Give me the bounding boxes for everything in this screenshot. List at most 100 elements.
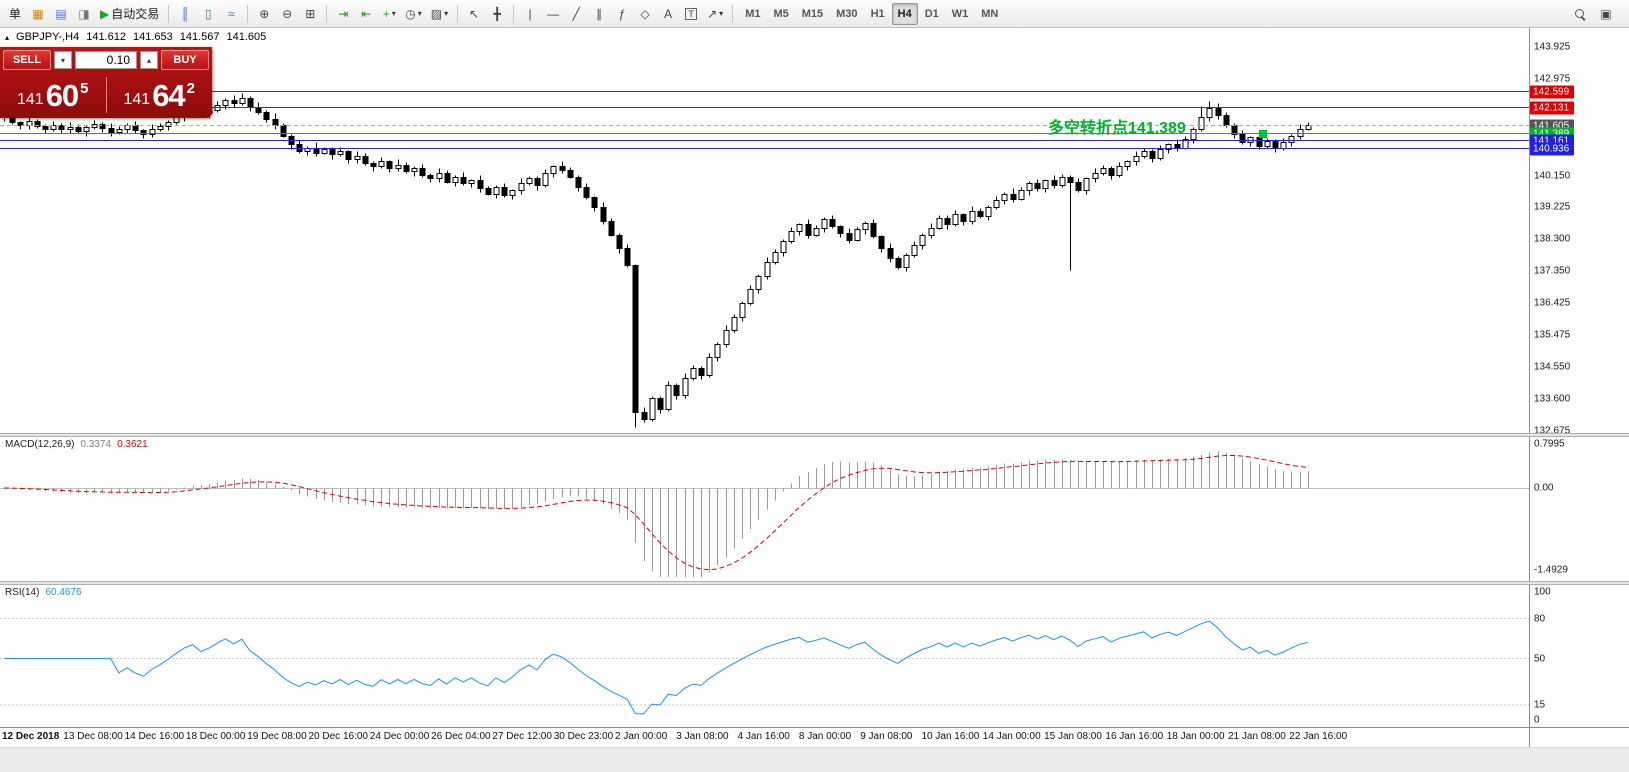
timeframe-m5-button[interactable]: M5: [773, 7, 789, 20]
time-tick: 2 Jan 00:00: [615, 731, 668, 742]
price-tick: 137.350: [1534, 265, 1571, 276]
new-chart-button[interactable]: ▦: [27, 3, 49, 25]
zoom-out-icon: ⊖: [282, 6, 293, 21]
new-window-button[interactable]: ▣: [1595, 3, 1617, 25]
symbol-header: ▴ GBPJPY-,H4 141.612 141.653 141.567 141…: [5, 31, 266, 43]
time-tick: 13 Dec 08:00: [63, 731, 123, 742]
timeframe-h1-button[interactable]: H1: [870, 7, 885, 20]
time-axis[interactable]: 12 Dec 2018 13 Dec 08:00 14 Dec 16:00 18 De…: [0, 728, 1529, 747]
time-tick: 14 Dec 16:00: [124, 731, 185, 742]
macd-chart[interactable]: [0, 437, 1529, 581]
fibonacci-button[interactable]: ƒ: [611, 3, 633, 25]
time-tick: 22 Jan 16:00: [1289, 731, 1348, 742]
rsi-scale-tick: 100: [1534, 586, 1551, 598]
indicators-button[interactable]: + ▾: [378, 3, 400, 25]
lot-dropdown-button[interactable]: ▾: [54, 51, 72, 69]
ask-price-main: 141: [123, 90, 151, 108]
rsi-scale-tick: 15: [1534, 699, 1546, 711]
lot-increase-button[interactable]: ▴: [140, 51, 158, 69]
pivot-annotation[interactable]: 多空转折点141.389: [1048, 119, 1186, 137]
trade-panel-divider: [105, 77, 107, 113]
terminal-button[interactable]: ◨: [73, 3, 95, 25]
periods-icon: ◷: [405, 6, 416, 21]
toolbar-separator: [247, 4, 249, 23]
bar-close-value: 141.605: [226, 31, 267, 43]
text-label-icon: T: [685, 7, 697, 20]
trade-panel-controls: SELL ▾ 0.10 ▴ BUY: [0, 47, 212, 72]
dropdown-caret-icon: ▾: [417, 9, 422, 18]
toolbar-separator: [732, 4, 734, 23]
buy-price-button[interactable]: 141 64 2: [107, 72, 213, 118]
arrows-button[interactable]: ↗ ▾: [703, 3, 727, 25]
templates-button[interactable]: ▨ ▾: [427, 3, 452, 25]
timeframe-m15-button[interactable]: M15: [801, 7, 824, 20]
price-tick: 134.550: [1534, 361, 1571, 372]
bid-price-main: 141: [16, 90, 44, 108]
time-tick: 18 Dec 00:00: [185, 731, 246, 742]
candlestick-chart-button[interactable]: ▯: [197, 3, 219, 25]
main-chart-panel[interactable]: ▴ GBPJPY-,H4 141.612 141.653 141.567 141…: [0, 28, 1529, 433]
price-tick: 132.675: [1534, 425, 1571, 433]
timeframe-mn-button[interactable]: MN: [981, 7, 999, 20]
timeframe-w1-button[interactable]: W1: [951, 7, 969, 20]
toolbar-separator: [168, 4, 170, 23]
macd-scale[interactable]: 0.7995 0.00 -1.4929: [1529, 437, 1629, 581]
vertical-line-button[interactable]: |: [519, 3, 541, 25]
periods-button[interactable]: ◷ ▾: [401, 3, 426, 25]
candlestick-chart[interactable]: [0, 28, 1529, 433]
time-tick: 26 Dec 04:00: [431, 731, 491, 742]
chart-shift-button[interactable]: ⇤: [355, 3, 377, 25]
line-chart-icon: ≈: [227, 6, 235, 21]
time-tick: 15 Jan 08:00: [1044, 731, 1102, 742]
dropdown-caret-icon: ▾: [444, 9, 449, 18]
time-tick: 14 Jan 00:00: [982, 731, 1041, 742]
new-order-button[interactable]: 单: [4, 3, 26, 25]
sell-price-button[interactable]: 141 60 5: [0, 72, 106, 118]
time-tick: 18 Jan 00:00: [1166, 731, 1225, 742]
profiles-button[interactable]: ▤: [50, 3, 72, 25]
rsi-splitter[interactable]: [0, 581, 1629, 585]
macd-label: MACD(12,26,9): [5, 439, 75, 450]
text-label-button[interactable]: T: [680, 3, 702, 25]
shapes-button[interactable]: ◇: [634, 3, 656, 25]
auto-trading-button[interactable]: ▶ 自动交易: [96, 3, 163, 25]
tile-windows-button[interactable]: ⊞: [299, 3, 321, 25]
symbol-search-button[interactable]: [1569, 3, 1591, 25]
horizontal-line-button[interactable]: —: [542, 3, 564, 25]
cursor-button[interactable]: ↖: [463, 3, 485, 25]
lot-size-input[interactable]: 0.10: [75, 51, 137, 69]
order-marker[interactable]: [1259, 129, 1267, 138]
zoom-in-button[interactable]: ⊕: [253, 3, 275, 25]
one-click-toggle-icon[interactable]: ▴: [5, 32, 10, 42]
macd-panel[interactable]: MACD(12,26,9) 0.3374 0.3621: [0, 437, 1529, 581]
bar-chart-button[interactable]: ║: [174, 3, 196, 25]
line-chart-button[interactable]: ≈: [220, 3, 242, 25]
toolbar-right: ▣: [1569, 3, 1617, 25]
tile-windows-icon: ⊞: [305, 6, 316, 21]
timeframe-d1-button[interactable]: D1: [924, 7, 939, 20]
text-button[interactable]: A: [657, 3, 679, 25]
zoom-out-button[interactable]: ⊖: [276, 3, 298, 25]
new-order-icon: 单: [8, 6, 21, 21]
rsi-scale[interactable]: 100 80 50 15 0: [1529, 585, 1629, 727]
timeframe-m1-button[interactable]: M1: [745, 7, 761, 20]
rsi-panel[interactable]: RSI(14) 60.4676: [0, 585, 1529, 727]
equidistant-channel-button[interactable]: ∥: [588, 3, 610, 25]
price-scale[interactable]: 143.925 142.975 140.150 139.225 138.300 137.3…: [1529, 28, 1629, 433]
price-badge: 142.599: [1530, 85, 1574, 98]
time-axis-corner: [1529, 728, 1629, 747]
macd-splitter[interactable]: [0, 433, 1629, 437]
trade-panel-prices: 141 60 5 141 64 2: [0, 72, 212, 118]
auto-scroll-button[interactable]: ⇥: [332, 3, 354, 25]
rsi-chart[interactable]: [0, 585, 1529, 727]
time-tick: 27 Dec 12:00: [492, 731, 552, 742]
crosshair-button[interactable]: ╋: [486, 3, 508, 25]
trendline-button[interactable]: ╱: [565, 3, 587, 25]
ask-price-sup: 2: [186, 80, 196, 97]
time-tick: 20 Dec 16:00: [308, 731, 369, 742]
sell-button[interactable]: SELL: [3, 50, 51, 70]
timeframe-h4-button[interactable]: H4: [891, 2, 918, 25]
templates-icon: ▨: [430, 6, 443, 21]
timeframe-m30-button[interactable]: M30: [836, 7, 858, 20]
buy-button[interactable]: BUY: [161, 50, 209, 70]
